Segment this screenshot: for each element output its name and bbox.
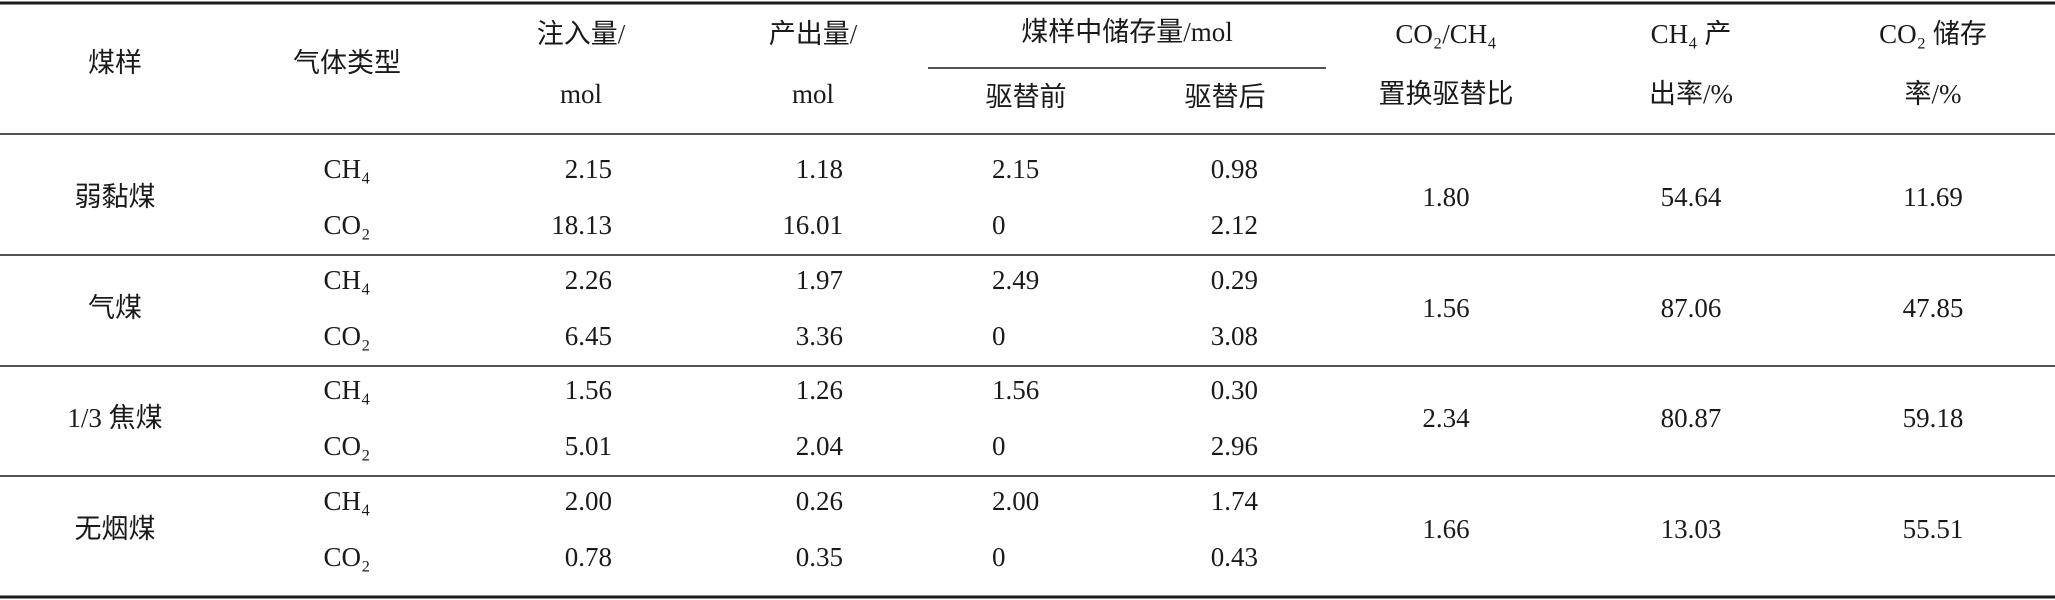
header-cell: 驱替前: [986, 82, 1067, 112]
header-cell: 煤样: [88, 48, 142, 78]
cell: CH₄: [324, 375, 371, 405]
cell: 2.12: [1211, 210, 1258, 240]
cell: 0: [992, 431, 1006, 461]
cell: 2.15: [565, 154, 612, 184]
cell: 55.51: [1903, 514, 1964, 544]
cell: 2.96: [1211, 431, 1258, 461]
cell: CH₄: [324, 154, 371, 184]
header-cell: 驱替后: [1185, 82, 1266, 112]
cell: 2.04: [796, 431, 844, 461]
header-cell: CO₂/CH₄: [1395, 19, 1496, 49]
cell: 1.80: [1422, 182, 1469, 212]
cell: CO₂: [324, 210, 371, 240]
cell: 1.97: [796, 265, 843, 295]
header-cell: 产出量/: [769, 19, 858, 49]
cell: 5.01: [565, 431, 612, 461]
cell: 1.56: [1422, 293, 1469, 323]
cell: 87.06: [1661, 293, 1722, 323]
cell: 0: [992, 321, 1006, 351]
cell: 0.35: [796, 542, 843, 572]
cell: 2.15: [992, 154, 1039, 184]
header-cell: mol: [792, 79, 834, 109]
cell: 0.43: [1211, 542, 1258, 572]
header-cell: 气体类型: [293, 48, 401, 78]
cell: 1.56: [565, 375, 612, 405]
cell: 2.34: [1422, 403, 1470, 433]
cell: 弱黏煤: [75, 182, 156, 212]
cell: CH₄: [324, 486, 371, 516]
header-cell: 率/%: [1905, 79, 1962, 109]
cell: 80.87: [1661, 403, 1722, 433]
cell: 18.13: [551, 210, 612, 240]
cell: 11.69: [1903, 182, 1963, 212]
header-cell: 煤样中储存量/mol: [1021, 17, 1233, 47]
cell: 2.49: [992, 265, 1039, 295]
header-cell: mol: [560, 79, 602, 109]
cell: 气煤: [88, 293, 142, 323]
cell: 16.01: [782, 210, 843, 240]
cell: 0.78: [565, 542, 612, 572]
cell: 54.64: [1661, 182, 1722, 212]
cell: 1.56: [992, 375, 1039, 405]
header-cell: CO₂ 储存: [1879, 19, 1987, 49]
cell: 0.98: [1211, 154, 1258, 184]
header-cell: 注入量/: [537, 19, 626, 49]
cell: 0: [992, 210, 1006, 240]
cell: CO₂: [324, 542, 371, 572]
header-cell: 置换驱替比: [1379, 79, 1514, 109]
cell: 0.26: [796, 486, 843, 516]
header-cell: CH₄ 产: [1651, 19, 1732, 49]
cell: 1.74: [1211, 486, 1259, 516]
header-cell: 出率/%: [1649, 79, 1733, 109]
cell: 2.00: [992, 486, 1039, 516]
cell: 1.26: [796, 375, 843, 405]
cell: 3.08: [1211, 321, 1258, 351]
cell: 无烟煤: [75, 514, 156, 544]
cell: 3.36: [796, 321, 843, 351]
cell: 0: [992, 542, 1006, 572]
cell: CO₂: [324, 431, 371, 461]
cell: 1/3 焦煤: [67, 403, 162, 433]
cell: 13.03: [1661, 514, 1722, 544]
cell: CO₂: [324, 321, 371, 351]
cell: 1.18: [796, 154, 843, 184]
cell: 1.66: [1422, 514, 1469, 544]
cell: 6.45: [565, 321, 612, 351]
cell: 0.29: [1211, 265, 1258, 295]
cell: 2.26: [565, 265, 612, 295]
cell: CH₄: [324, 265, 371, 295]
cell: 59.18: [1903, 403, 1964, 433]
cell: 2.00: [565, 486, 612, 516]
cell: 47.85: [1903, 293, 1964, 323]
cell: 0.30: [1211, 375, 1258, 405]
